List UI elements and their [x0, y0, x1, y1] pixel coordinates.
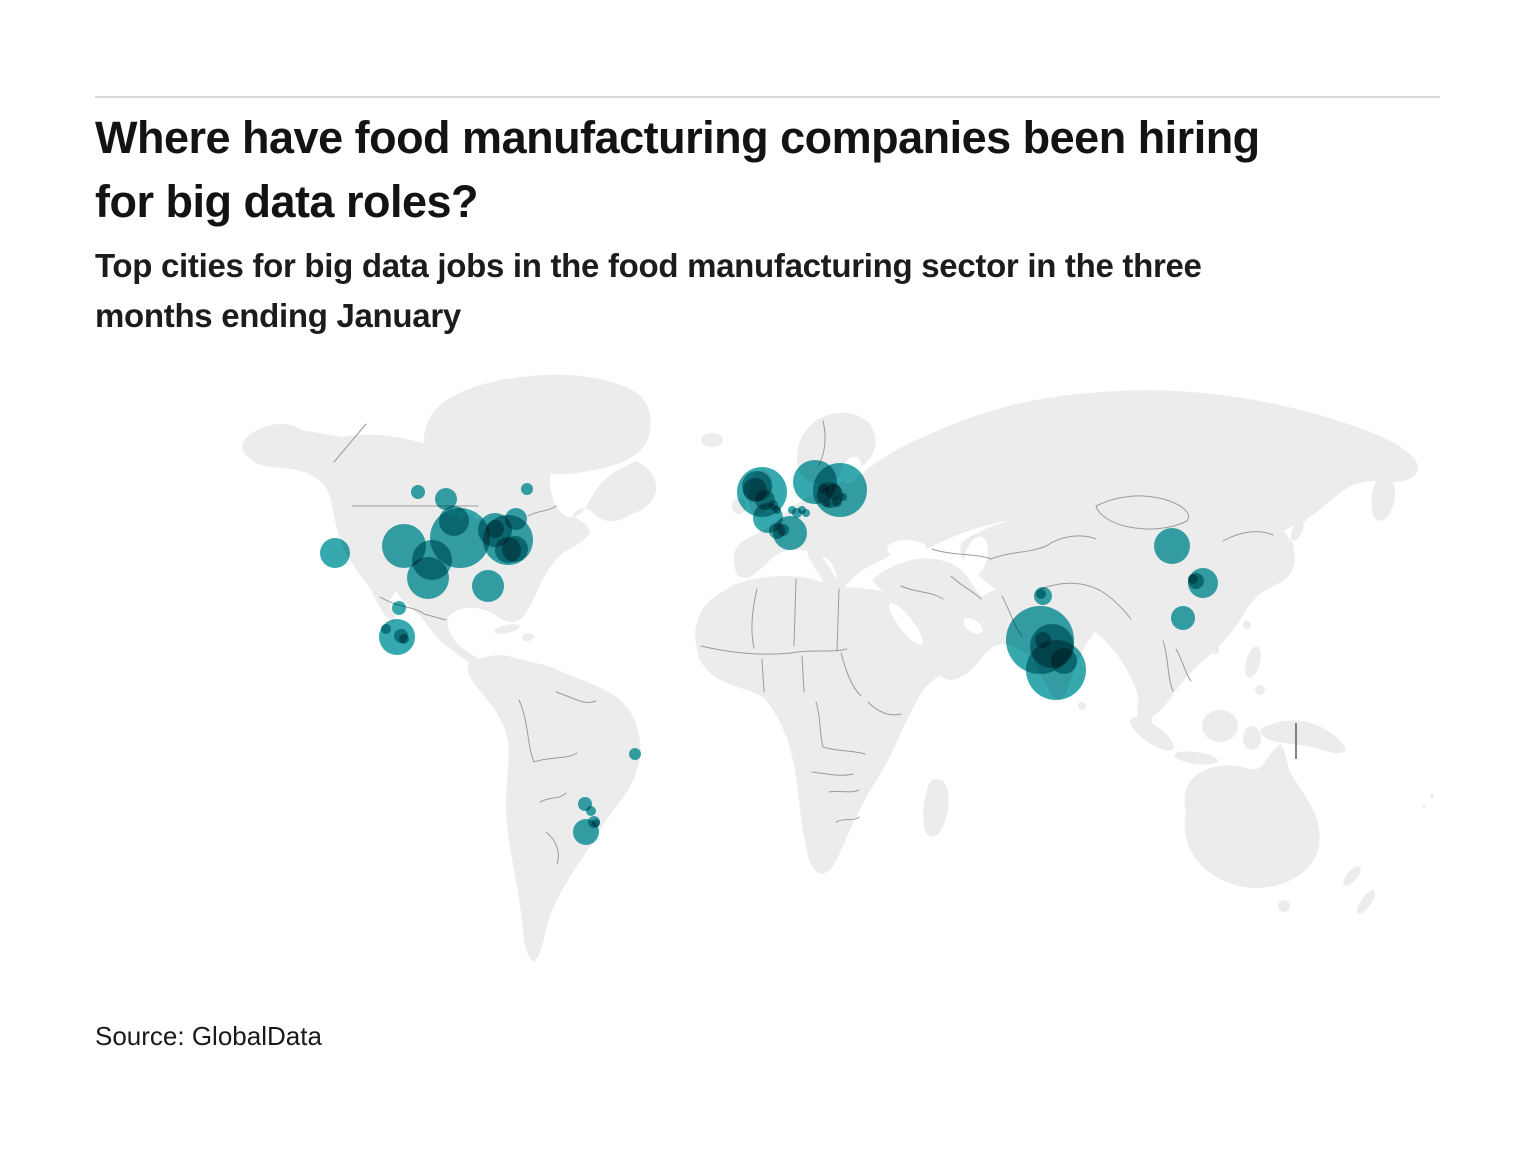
land-japan-honshu — [1290, 520, 1304, 542]
city-bubble-europe-mainland — [839, 493, 847, 501]
city-bubble-china — [1154, 528, 1190, 564]
land-cuba — [494, 624, 520, 634]
land-taiwan — [1243, 621, 1251, 629]
city-bubble-europe-mainland — [818, 483, 828, 493]
city-bubble-europe-mainland — [777, 524, 789, 536]
land-japan-south — [1274, 565, 1284, 583]
city-bubble-north-america — [320, 538, 350, 568]
persian-gulf — [963, 618, 983, 634]
city-bubble-south-america — [629, 748, 641, 760]
caspian-sea — [964, 536, 988, 578]
land-hokkaido — [1298, 512, 1308, 522]
city-bubble-europe-mainland — [825, 484, 841, 500]
city-bubble-china — [1171, 606, 1195, 630]
land-kamchatka — [1371, 469, 1396, 521]
city-bubble-north-america — [521, 483, 533, 495]
land-japan — [1282, 541, 1294, 565]
top-divider — [95, 96, 1440, 98]
land-hainan — [1211, 646, 1219, 654]
city-bubble-north-america — [502, 536, 528, 562]
city-bubble-north-america — [407, 557, 449, 599]
land-africa — [695, 576, 951, 874]
land-south-america — [467, 655, 641, 962]
city-bubble-south-america — [586, 806, 596, 816]
land-tasmania — [1278, 900, 1290, 912]
land-east-asia — [1061, 487, 1295, 718]
title-line-2: for big data roles? — [95, 176, 479, 227]
city-bubble-india — [1036, 589, 1046, 599]
bubble-layer — [320, 460, 1218, 845]
city-bubble-mexico — [381, 624, 391, 634]
land-middle-east — [872, 558, 1040, 680]
city-bubble-india — [1051, 648, 1077, 674]
page-subtitle: Top cities for big data jobs in the food… — [95, 241, 1435, 341]
map-borders — [333, 420, 1297, 865]
land-australia — [1184, 744, 1320, 888]
city-bubble-north-america — [435, 488, 457, 510]
land-philippines — [1245, 646, 1261, 678]
city-bubble-north-america — [505, 508, 527, 530]
title-line-1: Where have food manufacturing companies … — [95, 112, 1260, 163]
land-greenland-arctic — [423, 374, 651, 475]
land-borneo — [1202, 710, 1238, 742]
city-bubble-north-america — [392, 601, 406, 615]
subtitle-line-1: Top cities for big data jobs in the food… — [95, 247, 1202, 284]
land-pacific-island-2 — [1422, 804, 1426, 808]
source-credit: Source: GlobalData — [95, 1021, 322, 1051]
land-new-guinea — [1260, 720, 1346, 754]
land-mindanao — [1255, 685, 1265, 695]
land-java — [1174, 751, 1218, 765]
city-bubble-china — [1188, 574, 1198, 584]
city-bubble-north-america — [472, 570, 504, 602]
subtitle-line-2: months ending January — [95, 297, 461, 334]
red-sea — [889, 603, 923, 645]
page-title: Where have food manufacturing companies … — [95, 106, 1435, 234]
city-bubble-europe-mainland — [802, 509, 810, 517]
land-sri-lanka — [1078, 702, 1086, 710]
land-iceland — [701, 433, 723, 447]
land-nz-south — [1356, 890, 1376, 914]
land-nz-north — [1343, 866, 1361, 886]
city-bubble-europe-mainland — [832, 497, 842, 507]
land-sumatra — [1130, 717, 1174, 751]
city-bubble-europe-mainland — [823, 499, 831, 507]
city-bubble-south-america — [573, 819, 599, 845]
land-sulawesi — [1243, 726, 1261, 750]
land-pacific-island — [1430, 794, 1434, 798]
black-sea — [887, 540, 927, 558]
land-hispaniola — [522, 632, 534, 642]
city-bubble-north-america — [486, 520, 504, 538]
land-madagascar — [923, 779, 949, 837]
map-land — [242, 374, 1434, 962]
land-russia — [862, 390, 1418, 556]
city-bubble-mexico — [399, 634, 409, 644]
city-bubble-india — [1035, 632, 1051, 648]
city-bubble-north-america — [411, 485, 425, 499]
